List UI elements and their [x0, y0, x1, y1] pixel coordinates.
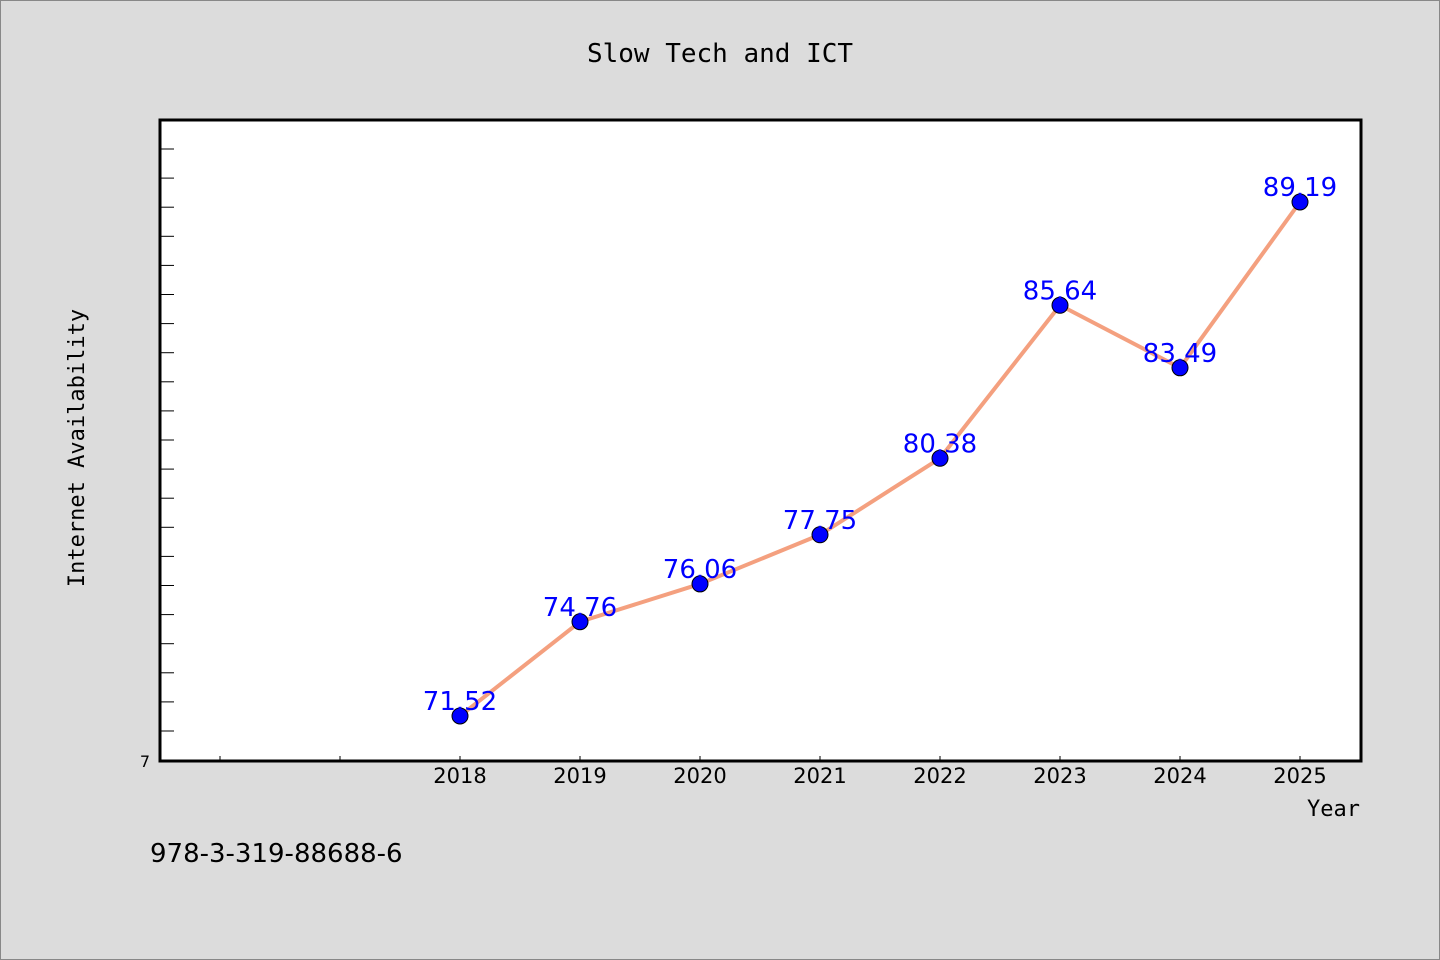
footer-isbn: 978-3-319-88688-6 — [150, 839, 403, 869]
x-tick-label: 2018 — [433, 764, 486, 788]
x-tick-label: 2020 — [673, 764, 726, 788]
x-axis-ticks: 2018 2019 2020 2021 2022 2023 2024 2025 — [219, 756, 1327, 788]
chart-title: Slow Tech and ICT — [587, 39, 853, 69]
data-label: 80.38 — [903, 429, 977, 459]
x-tick-label: 2025 — [1273, 764, 1326, 788]
data-point — [1171, 359, 1189, 377]
data-label: 77.75 — [783, 506, 857, 536]
data-point — [1291, 193, 1309, 211]
data-label: 76.06 — [663, 555, 737, 585]
data-point — [571, 613, 589, 631]
data-label: 83.49 — [1143, 339, 1217, 369]
x-tick-label: 2021 — [793, 764, 846, 788]
x-tick-label: 2022 — [913, 764, 966, 788]
x-axis-label: Year — [1307, 797, 1360, 822]
data-label: 89.19 — [1263, 173, 1337, 203]
x-tick-label: 2019 — [553, 764, 606, 788]
data-label: 85.64 — [1023, 276, 1097, 306]
y-axis-ticks — [160, 148, 174, 732]
x-tick-label: 2023 — [1033, 764, 1086, 788]
data-point — [931, 449, 949, 467]
data-label: 71.52 — [423, 687, 497, 717]
y-tick-label: 7 — [140, 752, 150, 771]
series-layer: 71.52 74.76 76.06 77.75 80.38 85.64 83.49 89.19 — [423, 173, 1337, 725]
data-label: 74.76 — [543, 593, 617, 623]
series-line — [458, 200, 1302, 718]
data-point — [1051, 296, 1069, 314]
x-tick-label: 2024 — [1153, 764, 1206, 788]
plot-area — [158, 118, 1363, 763]
data-point — [451, 707, 469, 725]
data-point — [811, 526, 829, 544]
y-axis-label: Internet Availability — [65, 309, 90, 587]
data-point — [691, 575, 709, 593]
